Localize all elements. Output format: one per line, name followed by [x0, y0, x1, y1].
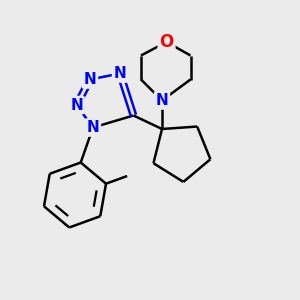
- Text: N: N: [84, 72, 96, 87]
- Text: N: N: [70, 98, 83, 112]
- Text: O: O: [159, 33, 174, 51]
- Text: N: N: [114, 66, 126, 81]
- Text: N: N: [156, 93, 168, 108]
- Text: N: N: [87, 120, 99, 135]
